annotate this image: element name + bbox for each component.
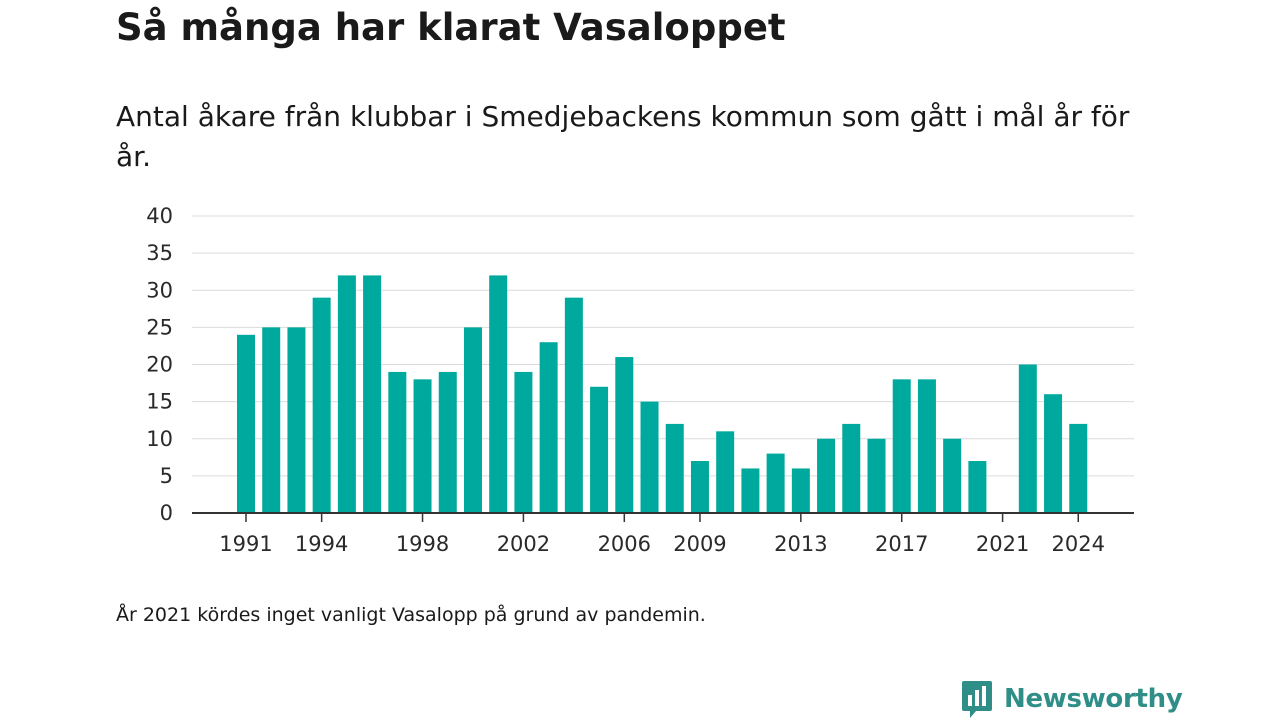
- newsworthy-logo-icon: [962, 681, 992, 718]
- bar-1997: [388, 371, 407, 513]
- bar-2009: [690, 461, 709, 513]
- x-tick-label: 1998: [396, 532, 449, 556]
- x-tick-label: 2021: [976, 532, 1029, 556]
- bar-2008: [665, 423, 684, 513]
- bar-2004: [564, 297, 583, 513]
- brand-name: Newsworthy: [1004, 684, 1183, 714]
- bar-2006: [615, 357, 634, 513]
- y-axis-ticks: 0 5 10 15 20 25 30 35 40: [146, 204, 173, 525]
- bar-2014: [817, 438, 836, 513]
- x-tick-label: 1991: [219, 532, 272, 556]
- x-tick-label: 2009: [673, 532, 726, 556]
- bar-1996: [363, 275, 382, 513]
- bar-1993: [287, 327, 306, 513]
- y-tick-label: 25: [146, 315, 173, 339]
- y-tick-label: 10: [146, 427, 173, 451]
- x-tick-label: 1994: [295, 532, 348, 556]
- bar-2007: [640, 401, 659, 513]
- bar-2023: [1044, 394, 1063, 513]
- bar-1994: [312, 297, 331, 513]
- bar-1991: [237, 334, 255, 513]
- bars: [237, 275, 1088, 513]
- brand-logo[interactable]: Newsworthy: [960, 678, 1183, 720]
- bar-chart: 0 5 10 15 20 25 30 35 40 1991 1994 1998 2002 2006 200…: [146, 204, 1134, 556]
- bar-2020: [968, 461, 987, 513]
- bar-2017: [892, 379, 911, 513]
- bar-2005: [590, 386, 609, 513]
- bar-2010: [716, 431, 735, 513]
- x-tick-label: 2002: [497, 532, 550, 556]
- bar-2015: [842, 423, 861, 513]
- bar-2000: [463, 327, 482, 513]
- bar-2012: [766, 453, 785, 513]
- bar-2002: [514, 371, 533, 513]
- bar-2016: [867, 438, 886, 513]
- y-tick-label: 0: [160, 501, 173, 525]
- chart-title: Så många har klarat Vasaloppet: [116, 6, 786, 49]
- x-axis-ticks: 1991 1994 1998 2002 2006 2009 2013 2017 2021 2024: [219, 513, 1105, 556]
- x-tick-label: 2006: [598, 532, 651, 556]
- bar-1995: [337, 275, 356, 513]
- footnote: År 2021 kördes inget vanligt Vasalopp på…: [116, 604, 706, 626]
- bar-1998: [413, 379, 432, 513]
- x-tick-label: 2017: [875, 532, 928, 556]
- y-tick-label: 35: [146, 241, 173, 265]
- gridlines: [192, 215, 1134, 477]
- bar-2003: [539, 342, 558, 513]
- bar-2013: [791, 468, 810, 513]
- bar-2018: [917, 379, 936, 513]
- y-tick-label: 5: [160, 464, 173, 488]
- bar-2011: [741, 468, 760, 513]
- x-tick-label: 2013: [774, 532, 827, 556]
- x-tick-label: 2024: [1052, 532, 1105, 556]
- y-tick-label: 20: [146, 353, 173, 377]
- bar-2022: [1018, 364, 1037, 513]
- y-tick-label: 40: [146, 204, 173, 228]
- bar-2019: [943, 438, 962, 513]
- bar-1999: [438, 371, 457, 513]
- bar-2001: [489, 275, 508, 513]
- bar-1992: [262, 327, 281, 513]
- bar-2024: [1069, 423, 1088, 513]
- y-tick-label: 15: [146, 390, 173, 414]
- y-tick-label: 30: [146, 278, 173, 302]
- chart-subtitle: Antal åkare från klubbar i Smedjebackens…: [116, 100, 1130, 173]
